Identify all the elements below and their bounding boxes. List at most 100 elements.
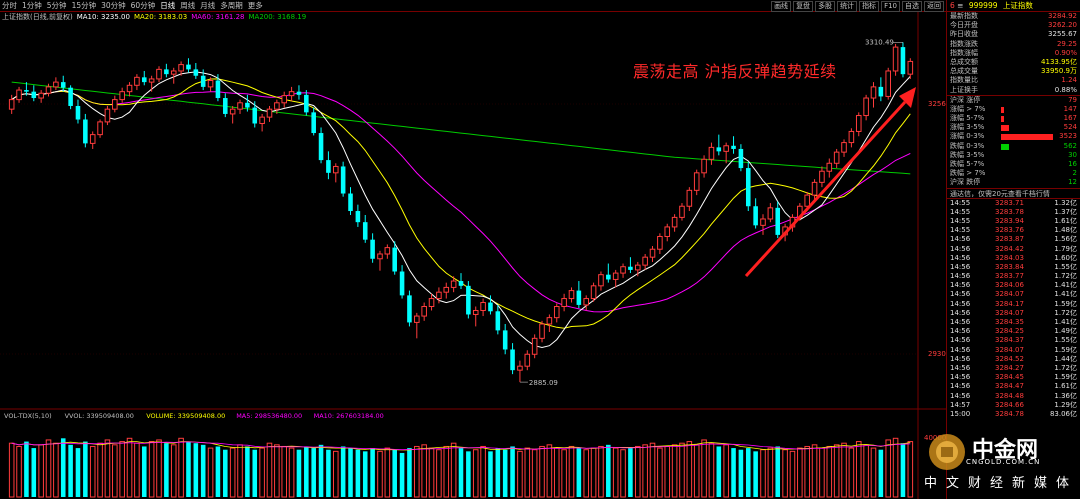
candle-body-up (112, 99, 118, 110)
period-tab-6[interactable]: 日线 (160, 1, 176, 10)
tick-row[interactable]: 14:56 3284.07 1.41亿 (947, 290, 1080, 299)
tick-row[interactable]: 14:56 3284.03 1.60亿 (947, 254, 1080, 263)
candle-body-down (186, 64, 191, 70)
candle-body-down (399, 271, 405, 296)
period-tab-2[interactable]: 5分钟 (46, 1, 67, 10)
kline-chart[interactable]: 3256 2930 3310.49 2885.09 VOL-TDX(5,10) VVOL:… (0, 12, 946, 499)
row-value: 12 (1068, 178, 1077, 187)
volume-bar-up (620, 449, 626, 498)
volume-bar-up (112, 444, 118, 498)
ma200-line (11, 81, 911, 175)
breadth-bar (1001, 116, 1004, 123)
period-tab-8[interactable]: 月线 (200, 1, 216, 10)
tick-price: 3284.07 (995, 290, 1024, 299)
volume-bar-up (546, 444, 553, 498)
quote-side-panel: 6 ≡ 999999 上证指数 最新指数 3284.92 今日开盘 3262.20 昨日… (946, 0, 1080, 499)
period-tab-1[interactable]: 1分钟 (22, 1, 42, 10)
tool-button-2[interactable]: 多股 (815, 1, 836, 12)
vvol-value: VVOL: 339509408.00 (65, 412, 134, 420)
tick-row[interactable]: 14:56 3284.48 1.36亿 (947, 392, 1080, 401)
panel-breadth-row: 沪深 涨停 79 (947, 96, 1080, 105)
row-value: 524 (1063, 123, 1077, 132)
volume-bar-up (259, 447, 265, 498)
tick-row[interactable]: 14:56 3284.06 1.41亿 (947, 281, 1080, 290)
volume-bar-up (553, 447, 560, 498)
volume-bar-down (495, 448, 501, 497)
candle-body-up (178, 64, 184, 72)
tick-list[interactable]: 14:55 3283.71 1.32亿 14:55 3283.78 1.37亿 14:55 3… (947, 199, 1080, 420)
tick-row[interactable]: 14:56 3284.37 1.55亿 (947, 336, 1080, 345)
volume-bar-up (642, 444, 648, 498)
tick-price: 3283.94 (995, 216, 1024, 225)
ma20-value: MA20: 3183.03 (133, 13, 188, 21)
panel-stats-row: 指数涨幅 0.90% (947, 49, 1080, 58)
volume-bar-down (223, 449, 228, 497)
volume-bar-up (671, 444, 678, 498)
tick-row[interactable]: 14:56 3284.25 1.49亿 (947, 327, 1080, 336)
tick-row[interactable]: 14:56 3284.52 1.44亿 (947, 355, 1080, 364)
row-value: 562 (1063, 141, 1077, 150)
menu-icon[interactable]: ≡ (957, 1, 964, 10)
tick-row[interactable]: 14:56 3284.47 1.61亿 (947, 382, 1080, 391)
panel-breadth-row: 沪深 跌停 12 (947, 178, 1080, 187)
tool-button-0[interactable]: 画线 (771, 1, 792, 12)
volume-bar-up (53, 442, 59, 498)
volume-bar-up (119, 441, 125, 498)
candle-body-up (804, 194, 810, 207)
row-label: 最新指数 (950, 12, 978, 20)
tick-row[interactable]: 14:56 3284.35 1.41亿 (947, 318, 1080, 327)
period-tab-0[interactable]: 分时 (2, 1, 17, 10)
row-value: 29.25 (1056, 39, 1077, 48)
tick-row[interactable]: 14:56 3283.77 1.72亿 (947, 272, 1080, 281)
period-tab-7[interactable]: 周线 (180, 1, 196, 10)
candle-body-down (318, 133, 324, 161)
tick-row[interactable]: 15:00 3284.78 83.06亿 (947, 410, 1080, 419)
row-label: 跌幅 0-3% (950, 141, 985, 150)
volume-bar-down (245, 446, 250, 497)
candle-body-down (745, 168, 751, 207)
volume-bar-down (466, 451, 471, 497)
candle-body-down (68, 87, 73, 106)
volume-bar-up (892, 437, 899, 498)
period-tab-4[interactable]: 30分钟 (101, 1, 126, 10)
period-tab-9[interactable]: 多周期 (220, 1, 243, 10)
tick-row[interactable]: 14:56 3284.17 1.59亿 (947, 300, 1080, 309)
tick-time: 14:56 (950, 354, 971, 363)
tick-row[interactable]: 14:56 3284.07 1.59亿 (947, 346, 1080, 355)
row-value: 167 (1063, 114, 1077, 123)
candle-body-down (407, 295, 412, 323)
volume-bar-down (458, 448, 464, 497)
row-label: 涨幅 0-3% (950, 132, 985, 141)
period-tab-10[interactable]: 更多 (247, 1, 263, 10)
tick-row[interactable]: 14:55 3283.94 1.61亿 (947, 217, 1080, 226)
tool-button-4[interactable]: 指标 (859, 1, 880, 12)
period-tab-3[interactable]: 15分钟 (71, 1, 97, 10)
tool-button-1[interactable]: 复盘 (793, 1, 814, 12)
tick-row[interactable]: 14:56 3284.27 1.72亿 (947, 364, 1080, 373)
tool-button-7[interactable]: 返回 (924, 1, 944, 12)
tool-button-6[interactable]: 自选 (902, 1, 922, 12)
tick-row[interactable]: 14:56 3284.45 1.59亿 (947, 373, 1080, 382)
volume-bar-down (606, 444, 611, 497)
candle-body-down (24, 90, 29, 92)
tool-button-5[interactable]: F10 (881, 1, 900, 12)
row-label: 跌幅 3-5% (950, 150, 985, 159)
panel-breadth-row: 涨幅 0-3% 3523 (947, 132, 1080, 141)
tick-row[interactable]: 14:56 3283.87 1.56亿 (947, 235, 1080, 244)
tick-row[interactable]: 14:55 3283.71 1.32亿 (947, 199, 1080, 208)
tick-amount: 1.55亿 (1054, 262, 1077, 271)
tick-row[interactable]: 14:56 3284.07 1.72亿 (947, 309, 1080, 318)
period-tab-5[interactable]: 60分钟 (130, 1, 156, 10)
candle-body-up (553, 306, 560, 319)
breadth-bar (1001, 106, 1004, 113)
tick-row[interactable]: 14:56 3284.42 1.79亿 (947, 245, 1080, 254)
row-value: 147 (1063, 104, 1077, 113)
tick-row[interactable]: 14:55 3283.78 1.37亿 (947, 208, 1080, 217)
tick-row[interactable]: 14:57 3284.66 1.29亿 (947, 401, 1080, 410)
tick-row[interactable]: 14:55 3283.76 1.48亿 (947, 226, 1080, 235)
tool-button-3[interactable]: 统计 (837, 1, 858, 12)
row-label: 沪深 涨停 (950, 95, 981, 104)
tick-row[interactable]: 14:56 3283.84 1.55亿 (947, 263, 1080, 272)
candle-body-up (583, 298, 590, 306)
notice-text[interactable]: 通达信，仅需20元查看千档行情 (947, 187, 1080, 199)
